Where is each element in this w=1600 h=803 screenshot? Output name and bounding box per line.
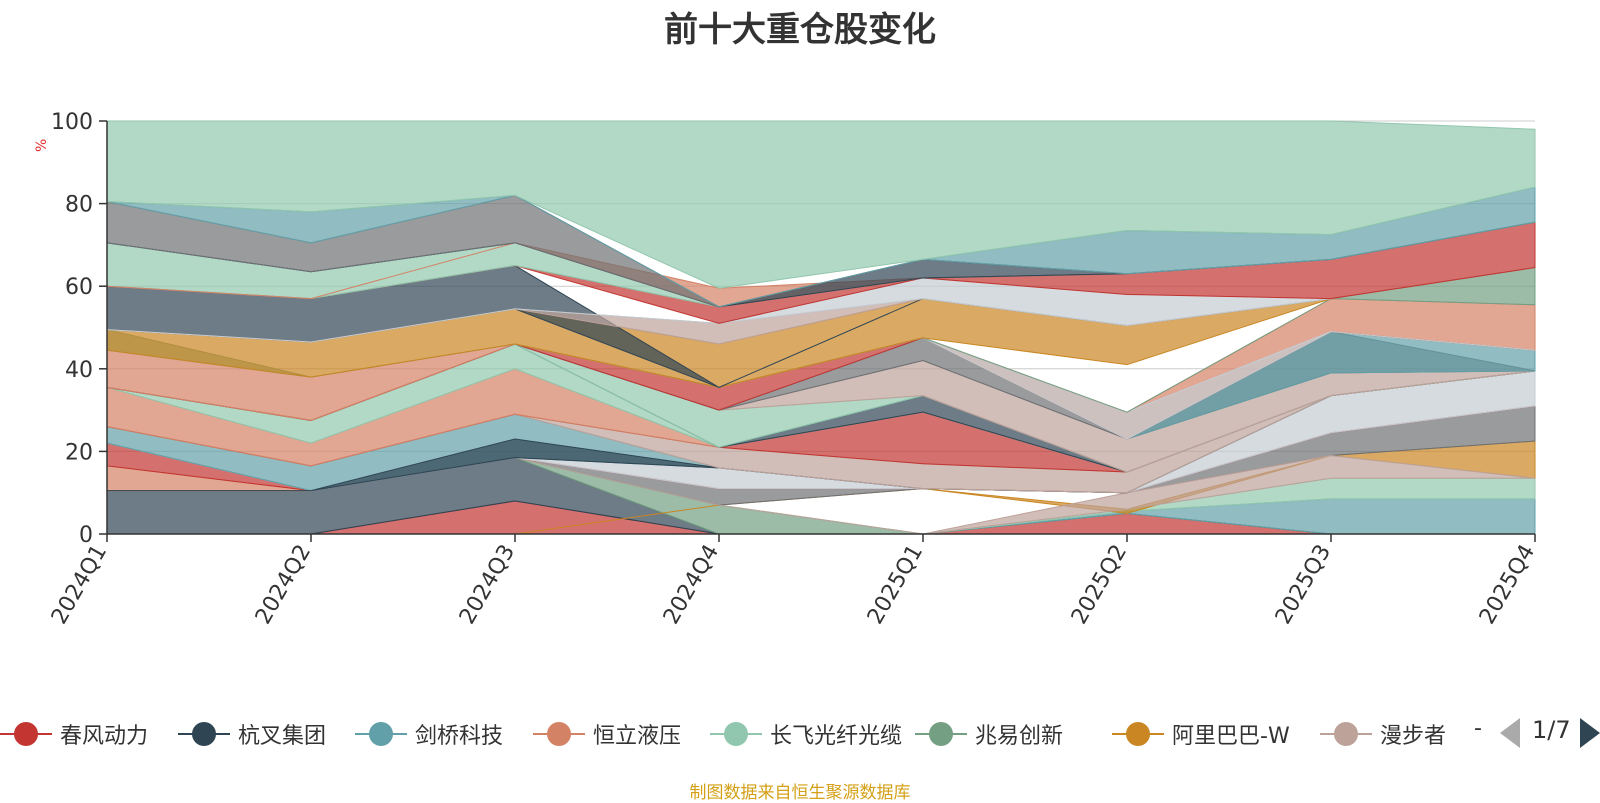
y-tick-label-5: 100 [51, 110, 93, 135]
legend-label: 漫步者 [1380, 724, 1447, 749]
legend-marker-icon [1112, 722, 1164, 746]
y-tick-label-4: 80 [65, 193, 93, 218]
legend-marker-icon [0, 722, 52, 746]
legend-item-5[interactable]: 兆易创新 [915, 716, 1063, 752]
legend-marker-icon [533, 722, 585, 746]
y-tick-label-1: 20 [65, 440, 93, 465]
area-bands [106, 120, 1536, 535]
legend-marker-icon [355, 722, 407, 746]
y-tick-label-3: 60 [65, 275, 93, 300]
legend-marker-icon [915, 722, 967, 746]
area-band-5 [107, 440, 1536, 535]
legend-marker-icon [710, 722, 762, 746]
x-tick-label-1: 2024Q2 [251, 541, 316, 629]
y-axis-unit: % [34, 138, 50, 152]
legend-item-6[interactable]: 阿里巴巴-W [1112, 716, 1290, 752]
legend-page-indicator: 1/7 [1532, 716, 1571, 744]
legend-item-7[interactable]: 漫步者 [1320, 716, 1446, 752]
x-tick-label-6: 2025Q3 [1271, 541, 1336, 629]
legend-item-3[interactable]: 恒立液压 [533, 716, 681, 752]
area-band-7 [107, 455, 1536, 535]
legend-label: 杭叉集团 [238, 724, 327, 749]
y-tick-label-0: 0 [79, 523, 93, 548]
legend-more-indicator: - [1474, 716, 1482, 741]
y-tick-label-2: 40 [65, 358, 93, 383]
x-tick-label-2: 2024Q3 [455, 541, 520, 629]
source-note: 制图数据来自恒生聚源数据库 [689, 783, 911, 803]
area-band-35 [106, 186, 1536, 308]
x-tick-label-3: 2024Q4 [659, 541, 724, 629]
legend-marker-icon [1320, 722, 1372, 746]
legend-label: 兆易创新 [975, 724, 1064, 749]
x-tick-label-0: 2024Q1 [47, 541, 112, 629]
x-tick-label-7: 2025Q4 [1475, 541, 1540, 629]
x-tick-label-4: 2025Q1 [863, 541, 928, 629]
legend-label: 阿里巴巴-W [1172, 724, 1290, 749]
legend-label: 剑桥科技 [415, 724, 504, 749]
area-band-36 [106, 120, 1536, 289]
legend-marker-icon [178, 722, 230, 746]
legend-label: 恒立液压 [593, 724, 682, 749]
legend: 春风动力 杭叉集团 剑桥科技 恒立液压 长飞光纤光缆 兆易创新 阿里巴巴-W 漫步者 [0, 716, 1600, 752]
legend-item-2[interactable]: 剑桥科技 [355, 716, 503, 752]
chart-title: 前十大重仓股变化 [664, 10, 936, 50]
legend-next-page-icon[interactable] [1580, 718, 1600, 748]
legend-item-4[interactable]: 长飞光纤光缆 [710, 716, 902, 752]
legend-item-0[interactable]: 春风动力 [0, 716, 148, 752]
legend-item-1[interactable]: 杭叉集团 [178, 716, 326, 752]
legend-label: 长飞光纤光缆 [770, 724, 903, 749]
legend-label: 春风动力 [60, 724, 149, 749]
x-tick-label-5: 2025Q2 [1067, 541, 1132, 629]
legend-prev-page-icon[interactable] [1500, 718, 1520, 748]
